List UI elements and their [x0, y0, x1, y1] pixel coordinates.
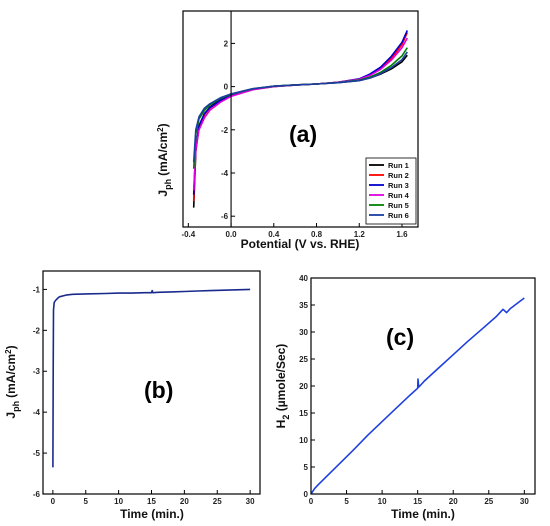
- panel-c-x-tick-label: 10: [378, 497, 387, 506]
- panel-a-ylabel-sup: 2: [156, 127, 165, 132]
- panel-b-x-tick-label: 10: [114, 497, 123, 506]
- panel-b-x-tick-label: 30: [246, 497, 255, 506]
- panel-a-y-tick-label: -2: [221, 126, 229, 135]
- panel-c-x-tick-label: 15: [413, 497, 422, 506]
- panel-c-y-tick-label: 35: [299, 301, 308, 310]
- panel-b-ticks: 0 5 10 15 20 25 30 -6 -5 -4 -3 -2 -1: [33, 285, 255, 506]
- panel-a-x-tick-label: 1.6: [396, 230, 408, 239]
- panel-c-y-axis-label: H2 (µmole/Sec): [274, 344, 291, 429]
- panel-c-ticks: 0 5 10 15 20 25 30 0 5 10 15 20 25 30 35 40: [299, 274, 529, 506]
- panel-a-x-tick-label: 0.8: [311, 230, 323, 239]
- panel-a-x-tick-label: 0.4: [268, 230, 280, 239]
- panel-b-y-tick-label: -3: [33, 367, 41, 376]
- panel-b-y-tick-label: -2: [33, 326, 41, 335]
- panel-a-legend-label-5: Run 5: [388, 201, 409, 210]
- panel-c-series-group: [310, 297, 525, 495]
- panel-a-y-tick-label: -4: [221, 169, 229, 178]
- panel-c-y-tick-label: 5: [304, 463, 309, 472]
- panel-a-legend-label-4: Run 4: [388, 191, 410, 200]
- panel-a-ticks: -0.4 0.0 0.4 0.8 1.2 1.6 -6 -4 -2 0 2: [181, 11, 408, 239]
- panel-b-y-tick-label: -1: [33, 285, 41, 294]
- panel-a-label: (a): [289, 121, 317, 147]
- panel-a-series-line-6: [192, 51, 408, 163]
- panel-a-y-tick-label: -6: [221, 212, 229, 221]
- panel-c-x-axis-label: Time (min.): [391, 507, 455, 521]
- panel-c-x-tick-label: 30: [520, 497, 529, 506]
- panel-b-x-tick-label: 15: [147, 497, 156, 506]
- panel-c-y-tick-label: 10: [299, 436, 308, 445]
- panel-a-y-axis-label: Jph (mA/cm2): [156, 123, 173, 196]
- panel-a-legend-label-1: Run 1: [388, 161, 409, 170]
- panel-c-ylabel-sub: 2: [281, 415, 291, 420]
- panel-a-legend-label-2: Run 2: [388, 171, 409, 180]
- panel-c-chart: 0 5 10 15 20 25 30 0 5 10 15 20 25 30 35 40 (c) Time (m…: [274, 274, 536, 521]
- panel-a-ylabel-main: J: [156, 190, 170, 197]
- panel-c-x-tick-label: 0: [309, 497, 314, 506]
- panel-b-ylabel-sup: 2: [4, 349, 13, 354]
- panel-b-x-tick-label: 5: [84, 497, 89, 506]
- panel-c-y-tick-label: 15: [299, 409, 308, 418]
- panel-a-plot-frame: [182, 10, 419, 228]
- panel-a-ylabel-unit: (mA/cm: [156, 132, 170, 176]
- panel-a-x-tick-label: 1.2: [354, 230, 366, 239]
- panel-c-y-tick-label: 40: [299, 274, 308, 283]
- panel-b-x-tick-label: 20: [180, 497, 189, 506]
- panel-c-x-tick-label: 20: [449, 497, 458, 506]
- panel-a-legend-label-3: Run 3: [388, 181, 409, 190]
- panel-c-ylabel-unit: (µmole/Sec): [274, 344, 288, 415]
- panel-c-series-line-1: [310, 297, 525, 495]
- panel-c-y-tick-label: 0: [304, 490, 309, 499]
- panel-c-x-tick-label: 5: [344, 497, 349, 506]
- panel-c-y-tick-label: 30: [299, 328, 308, 337]
- panel-b-series-group: [52, 288, 251, 468]
- panel-b-chart: 0 5 10 15 20 25 30 -6 -5 -4 -3 -2 -1 (b) Time (min.)…: [4, 270, 261, 521]
- panel-c-y-tick-label: 20: [299, 382, 308, 391]
- panel-b-ylabel-unit: (mA/cm: [4, 354, 18, 398]
- panel-a-ylabel-sub: ph: [163, 179, 173, 190]
- panel-b-ylabel-main: J: [4, 412, 18, 419]
- panel-c-label: (c): [386, 324, 414, 350]
- panel-a-legend-box: [365, 157, 417, 225]
- panel-a-x-tick-label: 0.0: [226, 230, 238, 239]
- panel-a-x-axis-label: Potential (V vs. RHE): [241, 237, 360, 251]
- panel-b-x-axis-label: Time (min.): [120, 507, 184, 521]
- panel-b-y-tick-label: -5: [33, 449, 41, 458]
- panel-b-y-tick-label: -4: [33, 408, 41, 417]
- panel-a-y-tick-label: 2: [224, 39, 229, 48]
- panel-a-ylabel-end: ): [156, 123, 170, 127]
- panel-b-series-line-1: [52, 288, 251, 468]
- panel-b-ylabel-sub: ph: [11, 401, 21, 412]
- panel-c-ylabel-main: H: [274, 420, 288, 429]
- panel-b-y-tick-label: -6: [33, 490, 41, 499]
- panel-a-legend-label-6: Run 6: [388, 211, 409, 220]
- panel-c-y-tick-label: 25: [299, 355, 308, 364]
- panel-b-x-tick-label: 25: [213, 497, 222, 506]
- panel-b-y-axis-label: Jph (mA/cm2): [4, 345, 21, 418]
- panel-a-y-tick-label: 0: [224, 83, 229, 92]
- panel-a-series-line-5: [192, 47, 408, 169]
- panel-a-x-tick-label: -0.4: [181, 230, 195, 239]
- panel-a-series-group: [192, 30, 409, 208]
- panel-c-x-tick-label: 25: [484, 497, 493, 506]
- panel-b-label: (b): [144, 377, 173, 403]
- panel-b-x-tick-label: 0: [51, 497, 56, 506]
- panel-b-ylabel-end: ): [4, 345, 18, 349]
